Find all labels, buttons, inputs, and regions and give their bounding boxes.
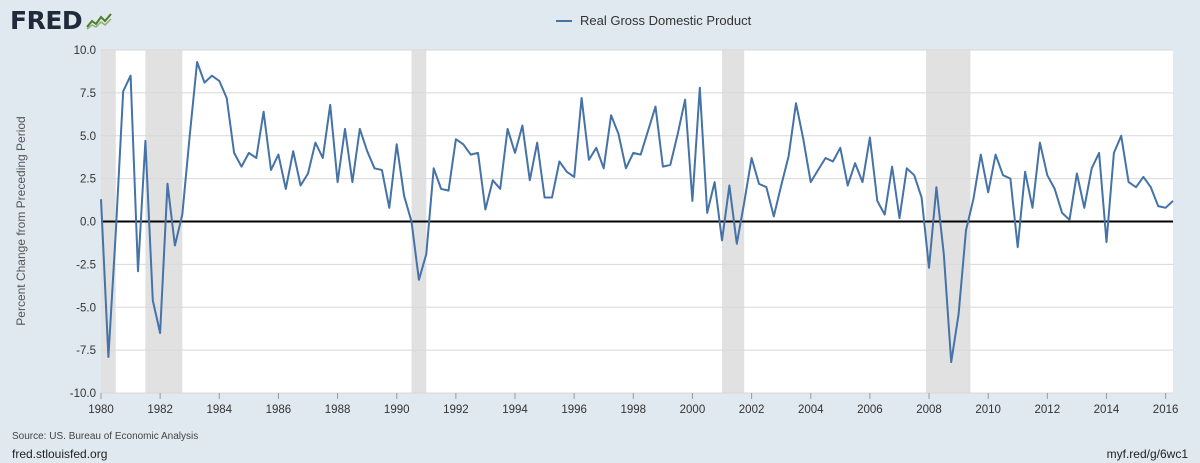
x-tick-label: 2004 [798,404,824,416]
y-tick-label: 5.0 [80,131,96,143]
series-line-real-gdp[interactable] [100,61,1174,364]
y-tick-label: -5.0 [76,302,96,314]
y-tick-label: 0.0 [80,217,96,229]
y-tick-label: -2.5 [76,259,96,271]
x-tick-label: 2016 [1153,404,1179,416]
source-note: Source: US. Bureau of Economic Analysis [12,431,199,442]
x-tick-label: 2002 [739,404,765,416]
legend-label: Real Gross Domestic Product [580,13,752,28]
gridlines [101,49,1173,394]
y-tick-label: 10.0 [74,45,96,57]
series-layer [100,61,1174,364]
x-tick-label: 1992 [443,404,469,416]
legend-swatch [556,19,572,22]
x-tick-label: 2010 [975,404,1001,416]
fred-logo[interactable]: FRED [10,6,113,35]
x-tick-label: 1986 [266,404,292,416]
x-tick-label: 2014 [1094,404,1120,416]
y-tick-label: -10.0 [70,388,96,400]
logo-text: FRED [10,6,83,35]
x-axis-ticks: 1980 1982 1984 1986 1988 1990 1992 1994 1996 1998… [88,393,1178,416]
x-tick-label: 1990 [384,404,410,416]
y-tick-label: 2.5 [80,174,96,186]
x-tick-label: 1982 [147,404,173,416]
x-tick-label: 2012 [1035,404,1061,416]
short-link[interactable]: myf.red/g/6wc1 [1106,447,1188,461]
x-tick-label: 1988 [325,404,351,416]
line-chart-icon [86,12,112,30]
x-tick-label: 1984 [206,404,232,416]
x-tick-label: 1980 [88,404,114,416]
x-tick-label: 1996 [561,404,587,416]
x-tick-label: 2000 [680,404,706,416]
y-tick-label: 7.5 [80,88,96,100]
y-axis-ticks: 10.0 7.5 5.0 2.5 0.0 -2.5 -5.0 -7.5 -10.0 [70,45,96,400]
y-axis-title: Percent Change from Preceding Period [14,116,28,325]
line-chart: 10.07.55.02.50.0-2.5-5.0-7.5-10.0 1980 19… [14,45,1178,416]
site-link[interactable]: fred.stlouisfed.org [12,447,108,461]
x-tick-label: 2008 [916,404,942,416]
x-tick-label: 1994 [502,404,528,416]
chart-legend[interactable]: Real Gross Domestic Product [556,13,751,28]
x-tick-label: 1998 [621,404,647,416]
y-tick-label: -7.5 [76,345,96,357]
x-tick-label: 2006 [857,404,883,416]
